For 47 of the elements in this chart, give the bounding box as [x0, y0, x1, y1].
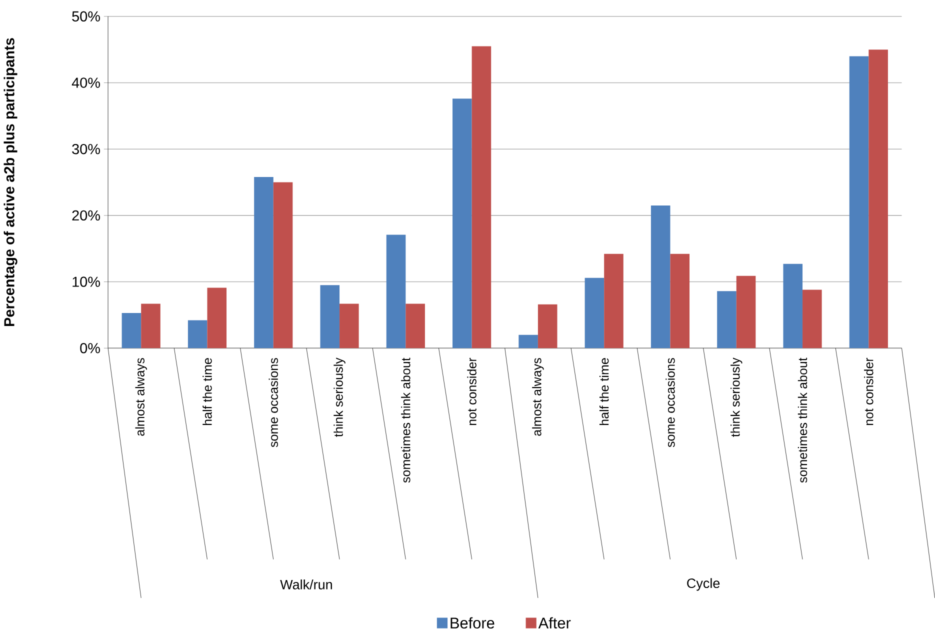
bar: [254, 176, 274, 348]
bar: [207, 288, 227, 348]
bar: [650, 205, 670, 348]
y-tick-label: 40%: [72, 77, 100, 88]
x-tick-label: half the time: [202, 358, 212, 425]
bar: [386, 234, 406, 348]
bar: [868, 49, 888, 348]
bar: [188, 320, 208, 348]
x-tick-label: some occasions: [666, 358, 675, 447]
text: Cycle: [687, 578, 720, 590]
x-tick-label: sometimes think about: [798, 357, 808, 482]
y-tick-label: 0%: [80, 342, 100, 354]
bar: [273, 182, 293, 348]
x-tick-label: almost always: [135, 358, 147, 436]
legend-label: After: [538, 616, 571, 628]
x-tick-label: think seriously: [730, 357, 742, 437]
bar: [584, 278, 604, 348]
bar: [141, 303, 160, 348]
bar: [604, 254, 624, 348]
bar: [340, 303, 359, 348]
y-tick-label: 20%: [72, 210, 100, 220]
y-tick-label: 10%: [72, 276, 100, 287]
bar: [736, 276, 756, 348]
bar: [670, 254, 690, 348]
y-tick-label: 30%: [72, 144, 100, 154]
x-tick-label: not consider: [864, 358, 874, 425]
text: Walk/run: [280, 579, 332, 590]
bar: [717, 290, 736, 348]
y-tick-label: 50%: [72, 11, 100, 22]
bar: [849, 56, 869, 348]
bar: [538, 304, 558, 348]
bar: [452, 98, 472, 348]
y-axis-title: Percentage of active a2b plus participants: [4, 38, 18, 326]
bar: [320, 284, 340, 348]
bar: [406, 303, 425, 348]
x-tick-label: not consider: [467, 358, 476, 425]
bar: [122, 312, 142, 348]
legend-label: Before: [450, 616, 494, 628]
bar: [802, 290, 822, 348]
bar: [518, 334, 538, 348]
x-tick-label: some occasions: [268, 358, 278, 447]
x-tick-label: think seriously: [334, 357, 346, 437]
bar: [783, 264, 803, 348]
x-tick-label: half the time: [599, 358, 609, 425]
x-tick-label: sometimes think about: [401, 357, 410, 482]
bar: [472, 46, 492, 348]
x-tick-label: almost always: [532, 358, 544, 436]
